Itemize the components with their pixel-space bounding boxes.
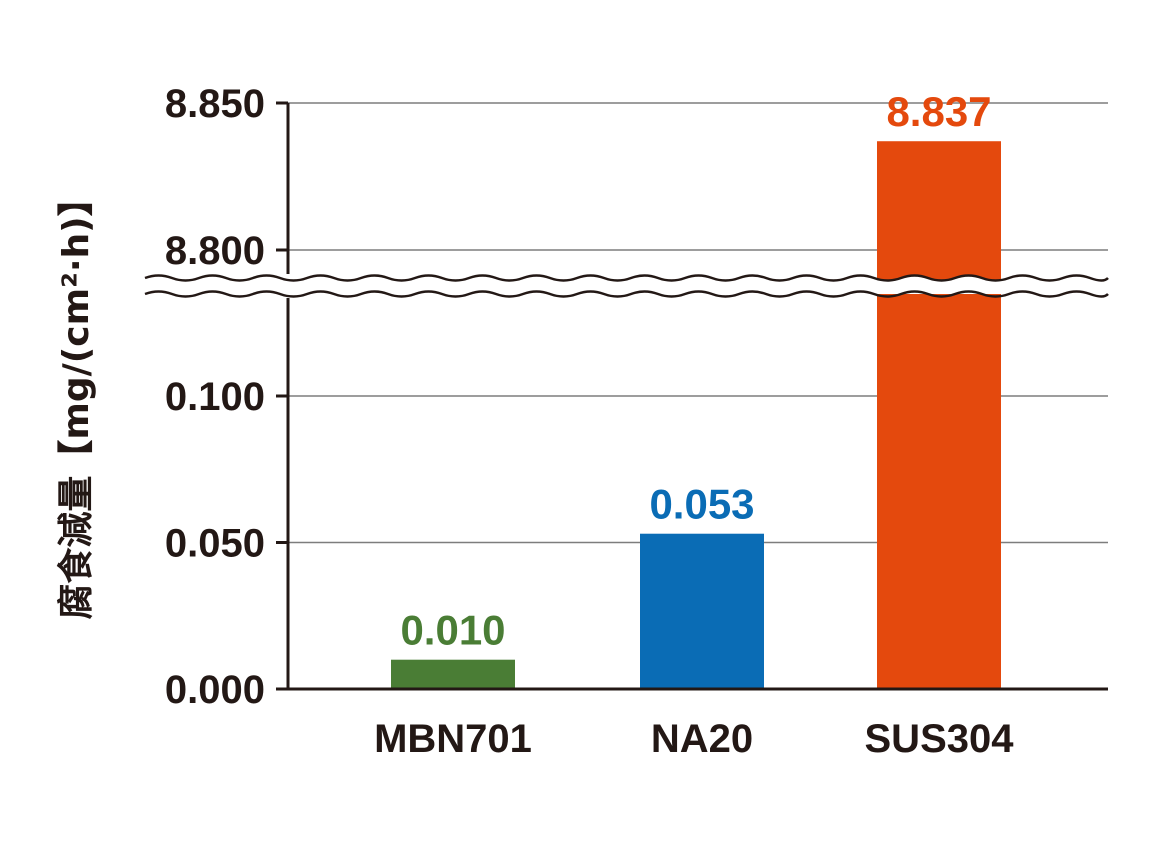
bar-mbn701 <box>391 659 515 689</box>
category-label: MBN701 <box>374 717 532 761</box>
category-label: NA20 <box>651 717 753 761</box>
bars <box>391 141 1001 690</box>
y-tick-label: 8.800 <box>165 229 265 273</box>
labels: 0.000 0.050 0.100 8.800 8.850 0.010 MBN701 0.05… <box>165 82 1014 761</box>
axis-break-line <box>144 290 1109 298</box>
bar-sus304 <box>877 141 1001 690</box>
y-tick-label: 8.850 <box>165 82 265 126</box>
data-label: 0.010 <box>400 607 505 654</box>
data-label: 0.053 <box>649 481 754 528</box>
y-tick-label: 0.050 <box>165 522 265 566</box>
axis-break-line <box>144 274 1109 282</box>
axis-break-fill <box>145 280 1108 292</box>
y-tick-label: 0.000 <box>165 668 265 712</box>
bar-na20 <box>640 533 764 689</box>
category-label: SUS304 <box>865 717 1015 761</box>
y-tick-label: 0.100 <box>165 375 265 419</box>
axis-break-marks <box>144 274 1109 298</box>
data-label: 8.837 <box>886 88 991 135</box>
axes <box>276 101 1108 691</box>
y-axis-title: 腐食減量【mg/(cm²·h)】 <box>56 180 97 619</box>
